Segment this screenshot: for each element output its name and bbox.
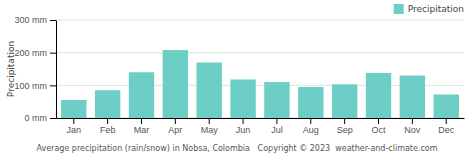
y-tick: 200 mm	[14, 48, 56, 58]
bar	[434, 94, 459, 118]
x-tick-label: Jan	[67, 125, 82, 135]
x-tick-mark	[446, 118, 447, 124]
bar	[95, 90, 120, 118]
x-tick-mark	[412, 118, 413, 124]
x-tick-label: Nov	[404, 125, 421, 135]
legend-swatch	[394, 4, 404, 14]
bar	[298, 87, 323, 118]
chart: 0 mm 100 mm 200 mm 300 mm Jan Feb Mar Apr May Jun…	[0, 0, 474, 156]
x-tick: Sep	[337, 118, 353, 135]
bar	[332, 84, 357, 118]
y-tick-label: 200 mm	[14, 48, 47, 58]
grid-line	[56, 20, 464, 21]
x-tick: Apr	[168, 118, 182, 135]
y-axis-line	[56, 21, 57, 119]
x-tick-label: Oct	[371, 125, 386, 135]
bar	[197, 62, 222, 118]
bar	[61, 100, 86, 118]
x-tick-label: Dec	[438, 125, 455, 135]
x-tick-mark	[276, 118, 277, 124]
x-tick: Jan	[67, 118, 82, 135]
x-tick-label: Jul	[271, 125, 283, 135]
y-tick-label: 0 mm	[25, 113, 48, 123]
x-tick: Aug	[303, 118, 319, 135]
bars	[61, 50, 459, 118]
bar	[264, 82, 289, 118]
y-tick-mark	[50, 20, 56, 21]
legend: Precipitation	[394, 4, 464, 15]
y-tick-mark	[50, 118, 56, 119]
y-axis: 0 mm 100 mm 200 mm 300 mm	[14, 15, 56, 123]
x-axis-line	[57, 118, 465, 119]
y-tick: 0 mm	[25, 113, 57, 123]
x-tick: Jul	[271, 118, 283, 135]
x-tick-mark	[175, 118, 176, 124]
x-tick-mark	[378, 118, 379, 124]
x-tick: Mar	[134, 118, 150, 135]
x-tick: Jun	[236, 118, 251, 135]
legend-label: Precipitation	[408, 4, 464, 14]
grid-line	[56, 52, 464, 53]
bar	[163, 50, 188, 118]
y-tick-mark	[50, 85, 56, 86]
x-tick-label: Apr	[168, 125, 182, 135]
y-tick-label: 300 mm	[14, 15, 47, 25]
y-tick: 100 mm	[14, 81, 56, 91]
x-tick-mark	[73, 118, 74, 124]
x-axis-title: Average precipitation (rain/snow) in Nob…	[36, 144, 437, 153]
bar	[230, 79, 255, 118]
x-tick: Dec	[438, 118, 455, 135]
bar	[366, 73, 391, 118]
x-tick: May	[201, 118, 219, 135]
grid	[56, 20, 464, 118]
x-tick-mark	[243, 118, 244, 124]
x-tick: Nov	[404, 118, 421, 135]
y-tick-mark	[50, 53, 56, 54]
x-tick-mark	[310, 118, 311, 124]
bar	[129, 72, 154, 118]
x-tick-label: Feb	[100, 125, 116, 135]
x-tick-mark	[209, 118, 210, 124]
x-tick-mark	[344, 118, 345, 124]
x-tick-label: Jun	[236, 125, 251, 135]
x-tick-label: Aug	[303, 125, 319, 135]
plot-area: 0 mm 100 mm 200 mm 300 mm Jan Feb Mar Apr May Jun…	[14, 15, 464, 135]
y-axis-title: Precipitation	[6, 41, 16, 97]
x-tick-mark	[141, 118, 142, 124]
x-tick-label: May	[201, 125, 219, 135]
legend-item: Precipitation	[394, 4, 464, 15]
bar	[400, 76, 425, 118]
y-tick-label: 100 mm	[14, 81, 47, 91]
x-tick-mark	[107, 118, 108, 124]
x-tick-label: Sep	[337, 125, 353, 135]
x-tick: Oct	[371, 118, 386, 135]
x-tick: Feb	[100, 118, 116, 135]
x-tick-label: Mar	[134, 125, 150, 135]
y-tick: 300 mm	[14, 15, 56, 25]
x-axis: Jan Feb Mar Apr May Jun Jul Aug Sep Oct Nov Dec	[57, 118, 465, 135]
